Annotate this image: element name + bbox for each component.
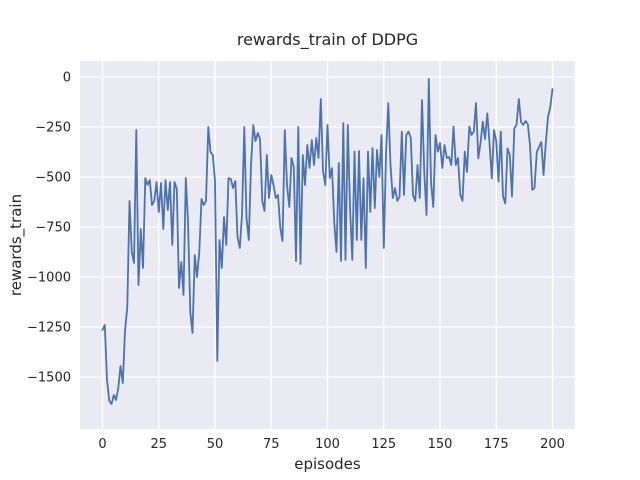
- x-axis-label: episodes: [294, 455, 361, 473]
- y-axis-label: rewards_train: [7, 193, 25, 297]
- y-tick-label: −1500: [27, 371, 71, 386]
- x-tick-label: 200: [540, 437, 565, 452]
- y-tick-label: −1250: [27, 321, 71, 336]
- y-tick-label: −1000: [27, 271, 71, 286]
- chart-title: rewards_train of DDPG: [236, 30, 419, 49]
- x-tick-label: 0: [98, 437, 106, 452]
- x-tick-label: 150: [428, 437, 453, 452]
- x-tick-label: 75: [263, 437, 280, 452]
- y-tick-label: 0: [63, 71, 71, 86]
- x-tick-label: 175: [484, 437, 509, 452]
- reward-line-series: [101, 78, 554, 405]
- x-tick-label: 125: [371, 437, 396, 452]
- y-tick-label: −250: [35, 121, 71, 136]
- x-tick-label: 100: [315, 437, 340, 452]
- y-tick-label: −500: [35, 171, 71, 186]
- x-tick-label: 25: [150, 437, 167, 452]
- y-tick-label: −750: [35, 221, 71, 236]
- x-tick-label: 50: [207, 437, 224, 452]
